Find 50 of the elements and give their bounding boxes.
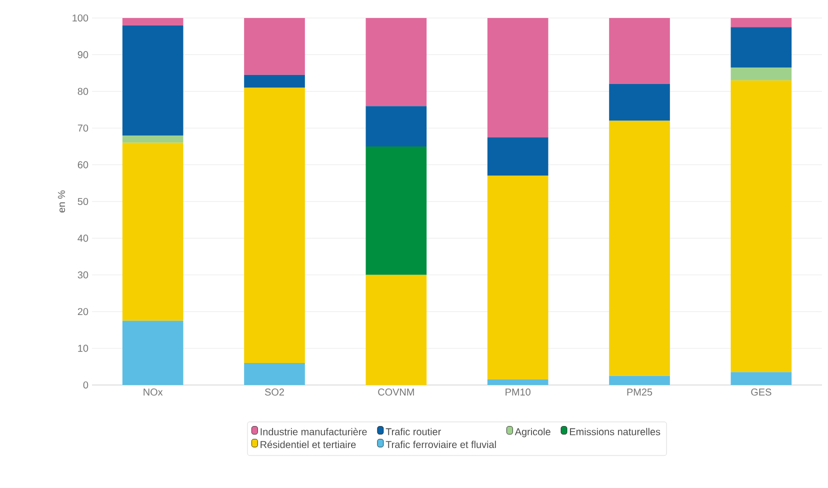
bar <box>366 146 427 275</box>
y-axis-title: en % <box>58 190 66 212</box>
bar <box>122 142 184 321</box>
bar <box>609 376 670 385</box>
legend-label: Résidentiel et tertiaire <box>260 440 356 448</box>
y-tick-label: 10 <box>78 344 88 352</box>
bar <box>609 120 670 376</box>
y-tick-label: 0 <box>83 381 88 389</box>
x-tick-label: SO2 <box>264 388 284 396</box>
bar <box>730 18 792 28</box>
y-tick-label: 60 <box>78 161 88 168</box>
bar <box>730 27 792 68</box>
legend-label: Industrie manufacturière <box>260 428 367 436</box>
y-tick-label: 80 <box>78 88 88 95</box>
y-tick-label: 40 <box>78 234 88 242</box>
legend-label: Trafic routier <box>386 428 441 436</box>
bar <box>244 362 305 385</box>
bar <box>487 379 548 385</box>
bar <box>122 135 184 143</box>
x-tick-label: GES <box>751 388 772 396</box>
bar <box>244 74 305 88</box>
bar <box>487 137 548 176</box>
bar <box>609 18 670 84</box>
y-tick-label: 100 <box>72 14 88 22</box>
y-tick-label: 50 <box>78 198 88 206</box>
y-tick-label: 30 <box>78 271 88 278</box>
bar <box>122 25 184 136</box>
bar <box>244 88 305 363</box>
bar <box>122 18 184 26</box>
bar <box>487 176 548 380</box>
x-tick-label: PM10 <box>506 388 530 396</box>
y-tick-label: 90 <box>78 51 88 58</box>
x-tick-label: PM25 <box>627 388 652 396</box>
y-tick-label: 20 <box>78 308 88 316</box>
legend-label: Trafic ferroviaire et fluvial <box>386 440 496 448</box>
legend-label: Agricole <box>514 428 550 438</box>
bar <box>730 80 792 372</box>
bar <box>730 68 792 80</box>
x-tick-label: NOx <box>144 388 163 396</box>
bar <box>487 18 548 138</box>
bar <box>366 274 427 385</box>
y-tick-label: 70 <box>78 124 88 132</box>
bar <box>609 84 670 121</box>
bar <box>244 18 305 75</box>
bar <box>730 372 792 385</box>
legend-label: Emissions naturelles <box>570 428 660 436</box>
x-tick-label: COVNM <box>378 388 414 396</box>
bar <box>366 18 427 106</box>
bar <box>366 106 427 146</box>
bar <box>122 320 184 385</box>
